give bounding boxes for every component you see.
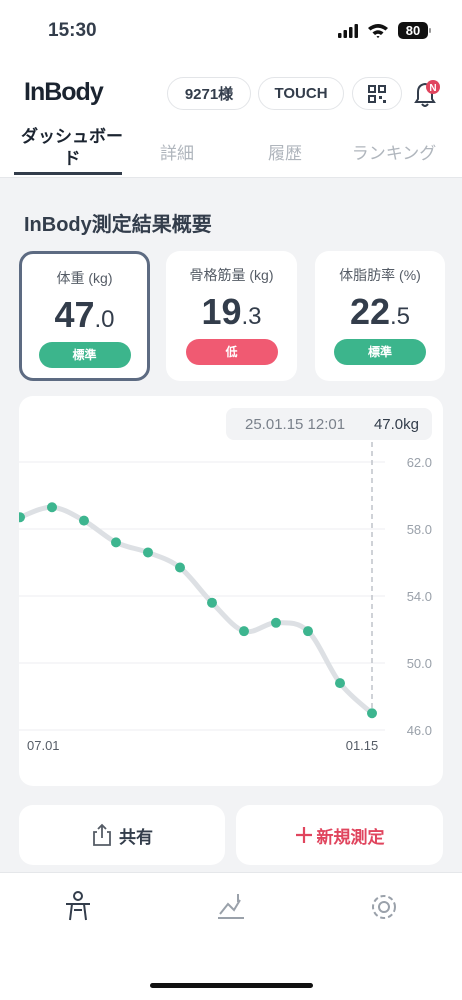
section-title: InBody測定結果概要 xyxy=(24,214,212,236)
line xyxy=(17,504,375,716)
tooltip-box xyxy=(226,408,432,440)
battery-level: 80 xyxy=(406,23,420,38)
qr-icon xyxy=(368,84,386,103)
y-tick-label: 54.0 xyxy=(407,589,432,604)
qr-button[interactable] xyxy=(352,77,402,110)
x-tick-label: 07.01 xyxy=(27,738,60,753)
notification-badge: N xyxy=(429,83,436,94)
point xyxy=(271,617,281,628)
card-value: 19.3 xyxy=(166,291,297,333)
share-label: 共有 xyxy=(119,827,153,847)
point xyxy=(239,626,249,637)
status-badge: 低 xyxy=(185,339,278,365)
y-tick-label: 62.0 xyxy=(407,455,432,470)
card-label: 骨格筋量 (kg) xyxy=(189,267,274,283)
new-measure-button[interactable]: 新規測定 xyxy=(236,805,443,865)
value-int: 22 xyxy=(349,291,391,332)
nav-settings[interactable] xyxy=(372,895,396,919)
value-int: 19 xyxy=(201,291,242,332)
plus-icon xyxy=(295,827,312,843)
points-badge[interactable]: 9271様 xyxy=(167,77,251,110)
tab-ranking[interactable]: ランキング xyxy=(351,144,437,163)
tab-dashboard[interactable]: ダッシュボード xyxy=(21,127,123,168)
logo: InBody xyxy=(24,78,104,106)
point xyxy=(111,537,121,548)
status-badge: 標準 xyxy=(38,342,131,368)
value-dec: .3 xyxy=(241,303,262,330)
card-label: 体重 (kg) xyxy=(56,270,113,286)
point xyxy=(79,515,89,526)
point xyxy=(303,626,313,637)
y-tick-label: 46.0 xyxy=(407,723,432,738)
point xyxy=(367,708,377,719)
summary-card[interactable]: 体脂肪率 (%) 22.5 標準 xyxy=(315,251,445,381)
point xyxy=(335,678,345,689)
tooltip-date: 25.01.15 12:01 xyxy=(245,416,345,433)
y-tick-label: 58.0 xyxy=(407,522,432,537)
new-measure-label: 新規測定 xyxy=(316,827,385,847)
point xyxy=(175,562,185,573)
chart-card: 62.0 58.0 54.0 50.0 46.0 07.01 01.15 25.01.15 1… xyxy=(15,396,443,786)
x-tick-label: 01.15 xyxy=(346,738,379,753)
point xyxy=(47,502,57,513)
chart: 62.0 58.0 54.0 50.0 46.0 07.01 01.15 25.01.15 1… xyxy=(15,408,432,753)
tab-history[interactable]: 履歴 xyxy=(268,144,302,163)
card-label: 体脂肪率 (%) xyxy=(339,267,421,283)
bell-button[interactable]: N xyxy=(410,78,446,110)
point xyxy=(143,547,153,558)
status-badge: 標準 xyxy=(334,339,426,365)
y-tick-label: 50.0 xyxy=(407,656,432,671)
summary-card[interactable]: 体重 (kg) 47.0 標準 xyxy=(19,251,150,381)
nav-graph[interactable] xyxy=(218,894,244,919)
card-value: 47.0 xyxy=(22,294,147,336)
card-value: 22.5 xyxy=(315,291,445,333)
summary-card[interactable]: 骨格筋量 (kg) 19.3 低 xyxy=(166,251,297,381)
value-int: 47 xyxy=(54,294,95,335)
status-icons: 80 xyxy=(338,22,431,39)
tab-detail[interactable]: 詳細 xyxy=(160,144,194,163)
tab-indicator xyxy=(14,172,122,175)
value-dec: .5 xyxy=(390,303,411,330)
touch-badge[interactable]: TOUCH xyxy=(258,77,344,110)
bottom-nav xyxy=(0,872,462,988)
point xyxy=(207,597,217,608)
share-icon xyxy=(93,823,111,846)
value-dec: .0 xyxy=(94,306,115,333)
home-indicator xyxy=(150,983,313,988)
status-time: 15:30 xyxy=(48,20,97,41)
nav-body[interactable] xyxy=(66,891,90,921)
share-button[interactable]: 共有 xyxy=(19,805,225,865)
tooltip-value: 47.0kg xyxy=(374,416,419,433)
